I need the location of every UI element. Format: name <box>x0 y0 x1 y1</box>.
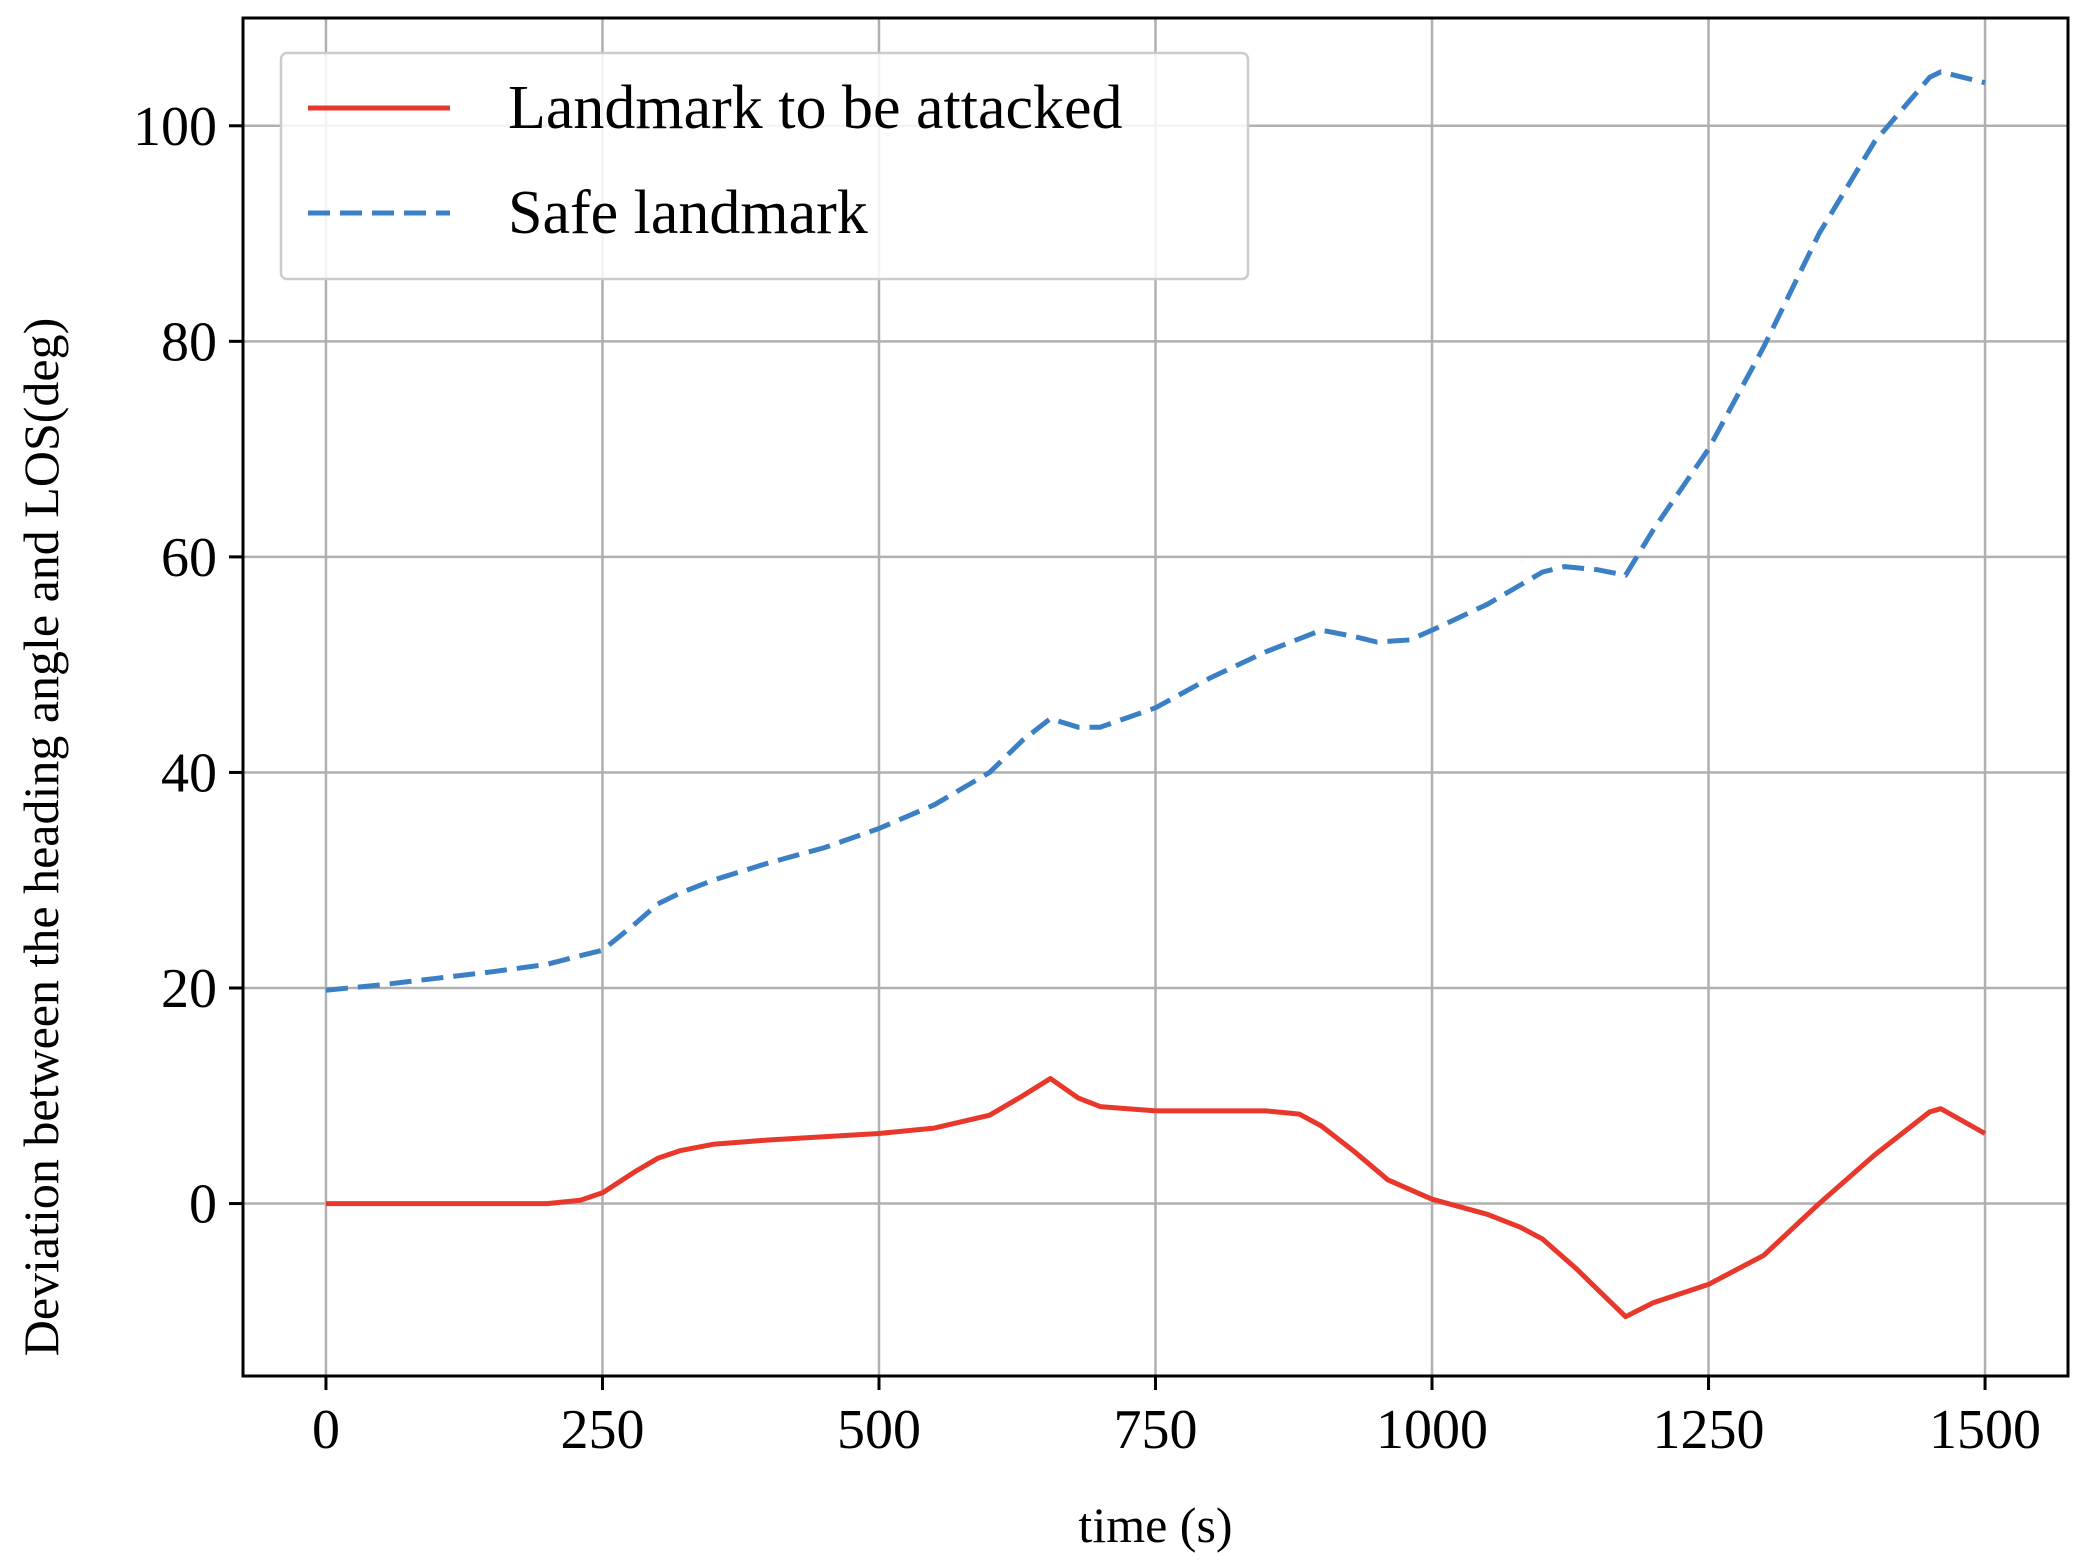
y-axis-label: Deviation between the heading angle and … <box>13 318 69 1357</box>
y-tick-label: 80 <box>161 311 217 373</box>
x-tick-label: 1000 <box>1376 1399 1488 1461</box>
x-tick-label: 1500 <box>1929 1399 2041 1461</box>
x-axis-label: time (s) <box>1078 1497 1232 1553</box>
x-tick-label: 0 <box>312 1399 340 1461</box>
legend: Landmark to be attacked Safe landmark <box>279 51 1250 281</box>
series-line-safe-landmark <box>325 69 1986 993</box>
x-tick-label: 1250 <box>1653 1399 1765 1461</box>
legend-box <box>279 51 1250 281</box>
y-tick-label: 60 <box>161 527 217 589</box>
x-tick-label: 500 <box>837 1399 921 1461</box>
plot-lines <box>325 69 1987 1320</box>
legend-label-landmark-to-be-attacked: Landmark to be attacked <box>508 74 1123 142</box>
ticks: 0 250 500 750 1000 1250 1500 0 20 40 60 80 100 <box>133 96 2041 1461</box>
legend-label-safe-landmark: Safe landmark <box>508 179 868 247</box>
y-tick-label: 40 <box>161 742 217 804</box>
y-tick-label: 20 <box>161 958 217 1020</box>
series-line-landmark-to-be-attacked <box>326 1076 1987 1320</box>
x-tick-label: 750 <box>1114 1399 1198 1461</box>
y-tick-label: 0 <box>189 1174 217 1236</box>
y-tick-label: 100 <box>133 96 217 158</box>
x-tick-label: 250 <box>560 1399 644 1461</box>
